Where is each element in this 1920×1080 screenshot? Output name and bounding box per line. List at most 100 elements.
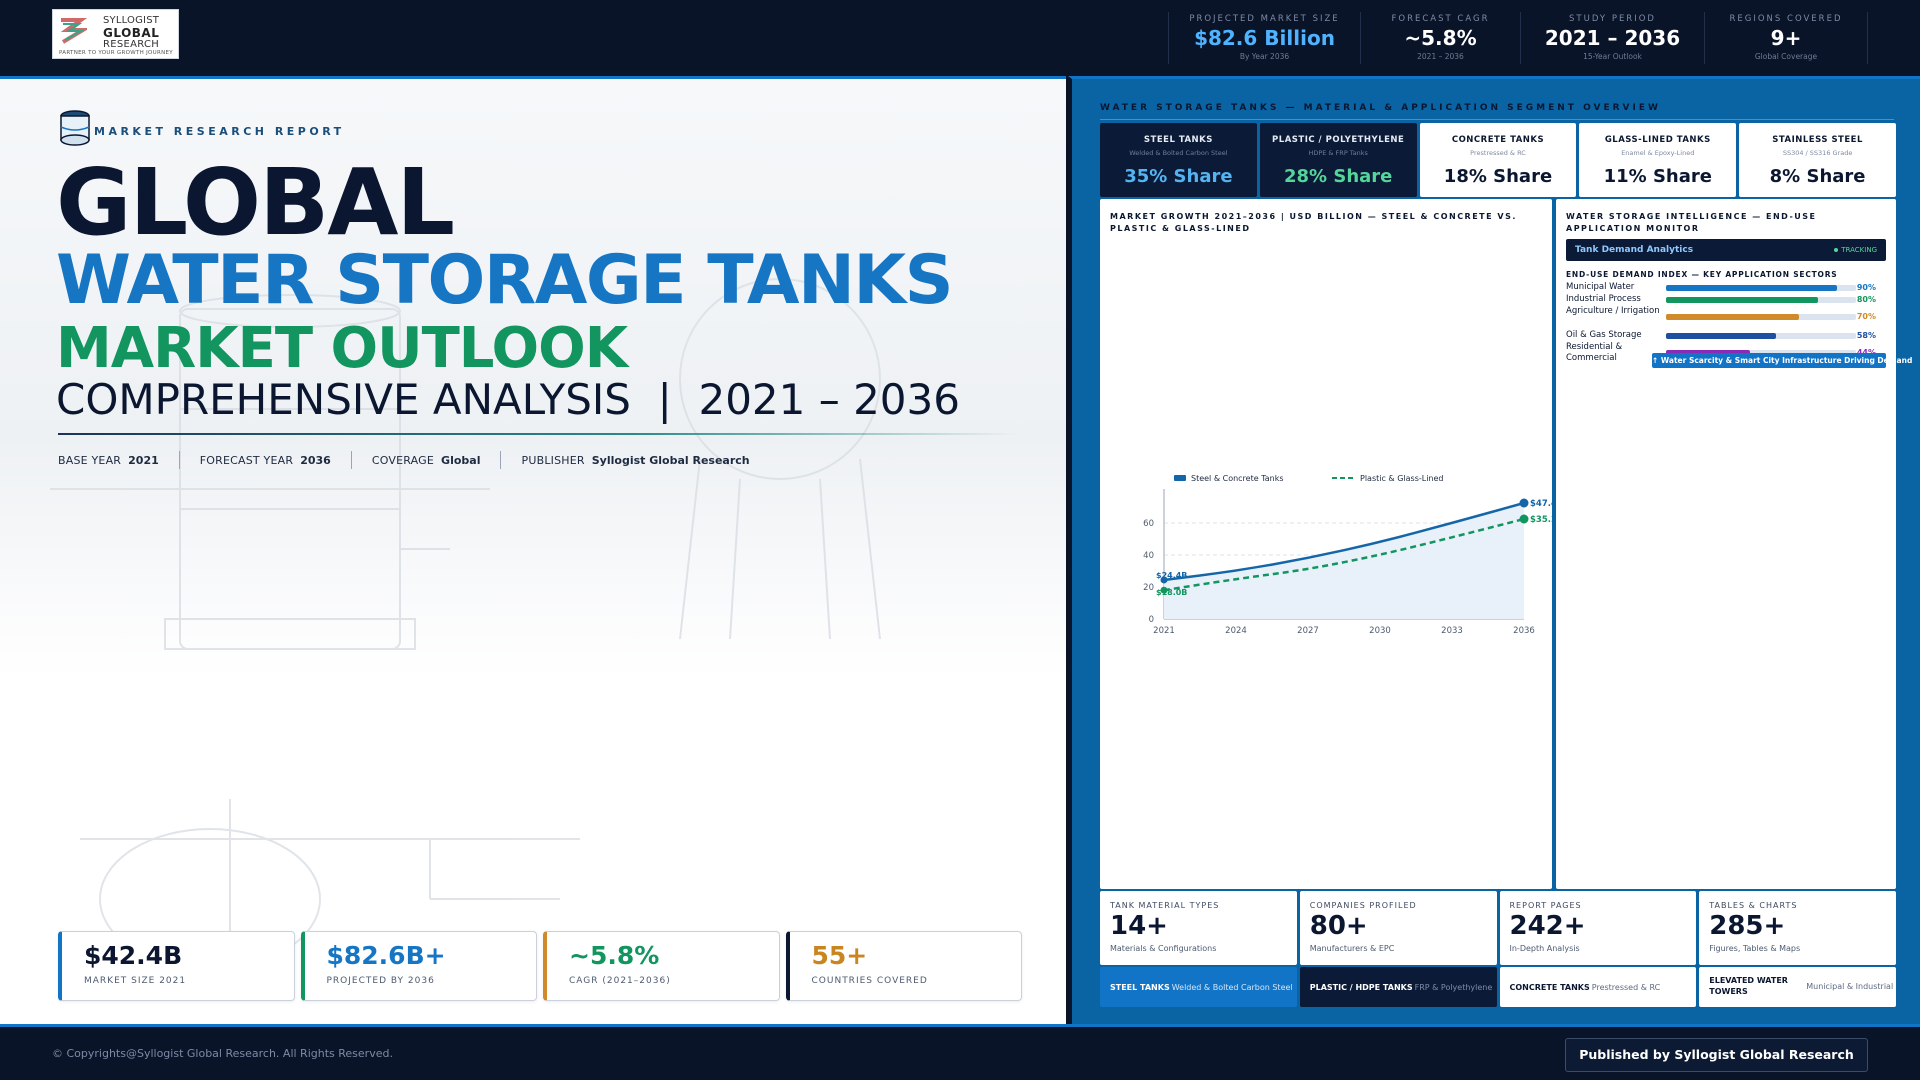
stat-value: 55+ (811, 941, 868, 970)
stat-value: $42.4B (84, 941, 183, 970)
top-bar: SYLLOGIST GLOBAL RESEARCH PARTNER TO YOU… (0, 0, 1920, 76)
market-growth-chart: 0 20 40 60 2021 2024 2027 2030 2033 2036 $24.4B $47… (1143, 474, 1552, 636)
demand-bar-percent: 58% (1856, 331, 1876, 340)
chart-legend-swatch (1174, 475, 1186, 481)
report-stat-sub: Materials & Configurations (1110, 943, 1217, 953)
segment-sub: Prestressed & RC (1470, 149, 1526, 157)
company-logo[interactable]: SYLLOGIST GLOBAL RESEARCH PARTNER TO YOU… (52, 9, 179, 59)
demand-bar-label: Residential & Commercial (1566, 342, 1623, 363)
meta-base-year: BASE YEAR 2021 (58, 451, 180, 469)
segment-strip: STEEL TANKS Welded & Bolted Carbon Steel… (1100, 967, 1896, 1007)
hero-divider (58, 433, 1018, 435)
hero-stat-cards: $42.4B MARKET SIZE 2021 $82.6B+ PROJECTE… (58, 931, 1022, 1001)
chart-y-tick-label: 20 (1143, 583, 1154, 593)
intel-title: WATER STORAGE INTELLIGENCE — END-USE APP… (1566, 212, 1817, 233)
chart-data-point (1519, 514, 1529, 524)
meta-forecast-year: FORECAST YEAR 2036 (200, 451, 352, 469)
chart-x-tick-label: 2033 (1441, 626, 1463, 636)
demand-bar-track (1666, 333, 1856, 339)
meta-key: FORECAST YEAR (199, 453, 294, 467)
kpi-value: 2021 – 2036 (1544, 26, 1681, 50)
chart-start-label: $24.4B (1156, 571, 1187, 580)
report-eyebrow: MARKET RESEARCH REPORT (94, 125, 345, 138)
report-stat-sub: In-Depth Analysis (1509, 943, 1580, 953)
stat-card-market-size: $42.4B MARKET SIZE 2021 (58, 931, 295, 1001)
report-stat-label: TANK MATERIAL TYPES (1110, 901, 1220, 910)
chart-x-tick-label: 2030 (1369, 626, 1391, 636)
kpi-label: PROJECTED MARKET SIZE (1189, 14, 1340, 24)
strip-label: STEEL TANKS (1110, 982, 1170, 992)
segment-share: 28% Share (1284, 166, 1393, 187)
chart-x-tick-label: 2027 (1297, 626, 1319, 636)
tracking-status-label: TRACKING (1841, 246, 1877, 254)
strip-label: CONCRETE TANKS (1509, 982, 1590, 992)
demand-bar-label: Agriculture / Irrigation (1566, 306, 1660, 316)
segment-title: GLASS-LINED TANKS (1604, 135, 1711, 145)
intelligence-monitor-card: WATER STORAGE INTELLIGENCE — END-USE APP… (1556, 199, 1912, 889)
meta-key: PUBLISHER (521, 453, 585, 467)
report-stat-label: COMPANIES PROFILED (1309, 901, 1417, 910)
logo-line-1: SYLLOGIST (103, 15, 160, 26)
market-growth-chart-card: MARKET GROWTH 2021–2036 | USD BILLION — … (1100, 199, 1552, 889)
segment-concrete-tanks[interactable]: CONCRETE TANKS Prestressed & RC 18% Shar… (1419, 123, 1577, 197)
segment-title: PLASTIC / POLYETHYLENE (1272, 135, 1405, 145)
segment-glass-lined-tanks[interactable]: GLASS-LINED TANKS Enamel & Epoxy-Lined 1… (1579, 123, 1737, 197)
segment-sub: Welded & Bolted Carbon Steel (1129, 149, 1228, 157)
demand-index-bars: Municipal Water 90% Industrial Process 80% A… (1566, 282, 1886, 366)
strip-elevated-water-towers[interactable]: ELEVATED WATER TOWERS Municipal & Indust… (1699, 967, 1896, 1007)
kpi-sub: 2021 – 2036 (1417, 52, 1464, 61)
meta-value: Syllogist Global Research (591, 453, 750, 467)
published-by-button[interactable]: Published by Syllogist Global Research (1565, 1038, 1868, 1072)
report-stat-sub: Manufacturers & EPC (1309, 943, 1395, 953)
strip-text: Prestressed & RC (1591, 982, 1661, 992)
strip-steel-tanks[interactable]: STEEL TANKS Welded & Bolted Carbon Steel (1100, 967, 1297, 1007)
meta-value: 2036 (300, 453, 331, 467)
demand-bar-row: Municipal Water 90% (1566, 282, 1886, 294)
segment-plastic-polyethylene[interactable]: PLASTIC / POLYETHYLENE HDPE & FRP Tanks … (1259, 123, 1417, 197)
copyright-text: © Copyrights@Syllogist Global Research. … (52, 1047, 393, 1060)
kpi-sub: By Year 2036 (1239, 52, 1290, 61)
chart-series-line (1163, 501, 1525, 582)
segment-steel-tanks[interactable]: STEEL TANKS Welded & Bolted Carbon Steel… (1100, 123, 1257, 197)
tank-demand-analytics-header: Tank Demand Analytics TRACKING (1566, 239, 1886, 261)
stat-card-projected: $82.6B+ PROJECTED BY 2036 (300, 931, 537, 1001)
strip-plastic-hdpe-tanks[interactable]: PLASTIC / HDPE TANKS FRP & Polyethylene (1299, 967, 1497, 1007)
kpi-forecast-cagr: FORECAST CAGR ~5.8% 2021 – 2036 (1360, 12, 1520, 64)
report-meta: BASE YEAR 2021 FORECAST YEAR 2036 COVERA… (58, 451, 790, 469)
demand-bar-percent: 70% (1856, 312, 1876, 321)
demand-bar-percent: 44% (1857, 347, 1876, 358)
stat-label: COUNTRIES COVERED (811, 975, 928, 986)
segment-overview-title: WATER STORAGE TANKS — MATERIAL & APPLICA… (1100, 103, 1661, 113)
strip-concrete-tanks[interactable]: CONCRETE TANKS Prestressed & RC (1499, 967, 1697, 1007)
segment-stainless-steel[interactable]: STAINLESS STEEL SS304 / SS316 Grade 8% S… (1739, 123, 1896, 197)
hero-title-global: GLOBAL (56, 149, 455, 256)
stat-label: MARKET SIZE 2021 (84, 975, 187, 986)
demand-bar-percent: 80% (1856, 295, 1876, 304)
stat-value: $82.6B+ (326, 941, 446, 970)
segment-title: STAINLESS STEEL (1772, 135, 1863, 145)
hero-panel: MARKET RESEARCH REPORT GLOBAL WATER STOR… (0, 76, 1066, 1024)
kpi-value: $82.6 Billion (1194, 26, 1335, 50)
report-stat-material-types: TANK MATERIAL TYPES 14+ Materials & Conf… (1100, 891, 1297, 965)
chart-title: MARKET GROWTH 2021–2036 | USD BILLION — … (1110, 212, 1517, 233)
dashboard-panel: WATER STORAGE TANKS — MATERIAL & APPLICA… (1068, 76, 1920, 1024)
demand-bar-fill (1666, 333, 1777, 339)
analytics-title: Tank Demand Analytics (1575, 245, 1694, 255)
segment-sub: Enamel & Epoxy-Lined (1621, 149, 1695, 157)
kpi-value: ~5.8% (1404, 26, 1477, 50)
stat-card-countries: 55+ COUNTRIES COVERED (785, 931, 1022, 1001)
kpi-label: FORECAST CAGR (1391, 14, 1490, 24)
chart-series-line (1163, 517, 1525, 592)
chart-y-tick-label: 60 (1143, 519, 1154, 529)
chart-x-tick-label: 2024 (1225, 626, 1247, 636)
segment-share: 35% Share (1124, 166, 1233, 187)
status-dot-icon (1834, 248, 1839, 252)
strip-text: FRP & Polyethylene (1414, 982, 1493, 992)
chart-data-point (1160, 576, 1168, 584)
chart-legend-label: Steel & Concrete Tanks (1191, 474, 1284, 483)
demand-bar-fill (1666, 285, 1837, 291)
kpi-projected-market-size: PROJECTED MARKET SIZE $82.6 Billion By Y… (1168, 12, 1360, 64)
stat-value: ~5.8% (569, 941, 660, 970)
demand-bar-percent: 90% (1856, 283, 1876, 292)
demand-driver-badge[interactable]: ↑ Water Scarcity & Smart City Infrastruc… (1652, 353, 1912, 368)
